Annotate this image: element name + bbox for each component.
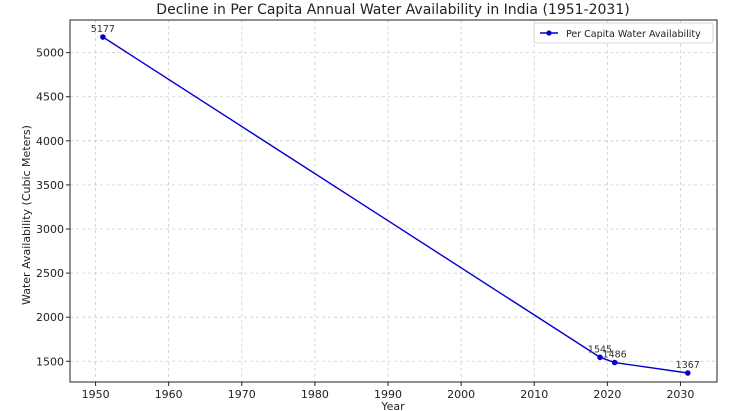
data-label: 1545 bbox=[588, 344, 612, 355]
plot-area-frame bbox=[69, 19, 718, 383]
data-point bbox=[684, 370, 691, 376]
x-tick-label: 1960 bbox=[155, 388, 183, 401]
data-point bbox=[597, 354, 603, 361]
data-label: 1486 bbox=[603, 350, 627, 361]
grid bbox=[70, 20, 717, 382]
y-tick-label: 3500 bbox=[36, 179, 64, 192]
series-line bbox=[102, 36, 688, 374]
legend-entry: Per Capita Water Availability bbox=[566, 29, 701, 40]
x-tick-label: 1970 bbox=[228, 388, 256, 401]
y-tick-label: 2500 bbox=[36, 267, 64, 280]
x-tick-label: 1990 bbox=[374, 388, 402, 401]
data-point bbox=[611, 359, 618, 366]
legend: Per Capita Water Availability bbox=[533, 22, 714, 44]
y-axis: 1500 2000 2500 3000 3500 4000 4500 5000 bbox=[36, 47, 70, 368]
x-axis-label: Year bbox=[380, 400, 405, 411]
data-point bbox=[100, 34, 106, 40]
y-tick-label: 5000 bbox=[36, 47, 64, 60]
y-tick-label: 4500 bbox=[36, 91, 64, 104]
x-tick-label: 2030 bbox=[666, 388, 694, 401]
x-tick-label: 2010 bbox=[520, 388, 548, 401]
y-tick-label: 2000 bbox=[36, 311, 64, 324]
data-label: 1367 bbox=[676, 360, 700, 371]
x-tick-label: 1980 bbox=[301, 388, 329, 401]
y-tick-label: 1500 bbox=[36, 355, 64, 368]
x-tick-label: 2000 bbox=[447, 388, 475, 401]
x-tick-label: 2020 bbox=[593, 388, 621, 401]
x-axis: 1950 1960 1970 1980 1990 2000 2010 2020 2030 bbox=[82, 382, 694, 401]
x-tick-label: 1950 bbox=[82, 388, 110, 401]
data-label: 5177 bbox=[91, 24, 115, 35]
y-tick-label: 3000 bbox=[36, 223, 64, 236]
chart-title: Decline in Per Capita Annual Water Avail… bbox=[156, 2, 629, 18]
y-tick-label: 4000 bbox=[36, 135, 64, 148]
legend-box bbox=[533, 22, 714, 44]
y-axis-label: Water Availability (Cubic Meters) bbox=[20, 125, 33, 305]
legend-marker-swatch bbox=[546, 30, 552, 36]
